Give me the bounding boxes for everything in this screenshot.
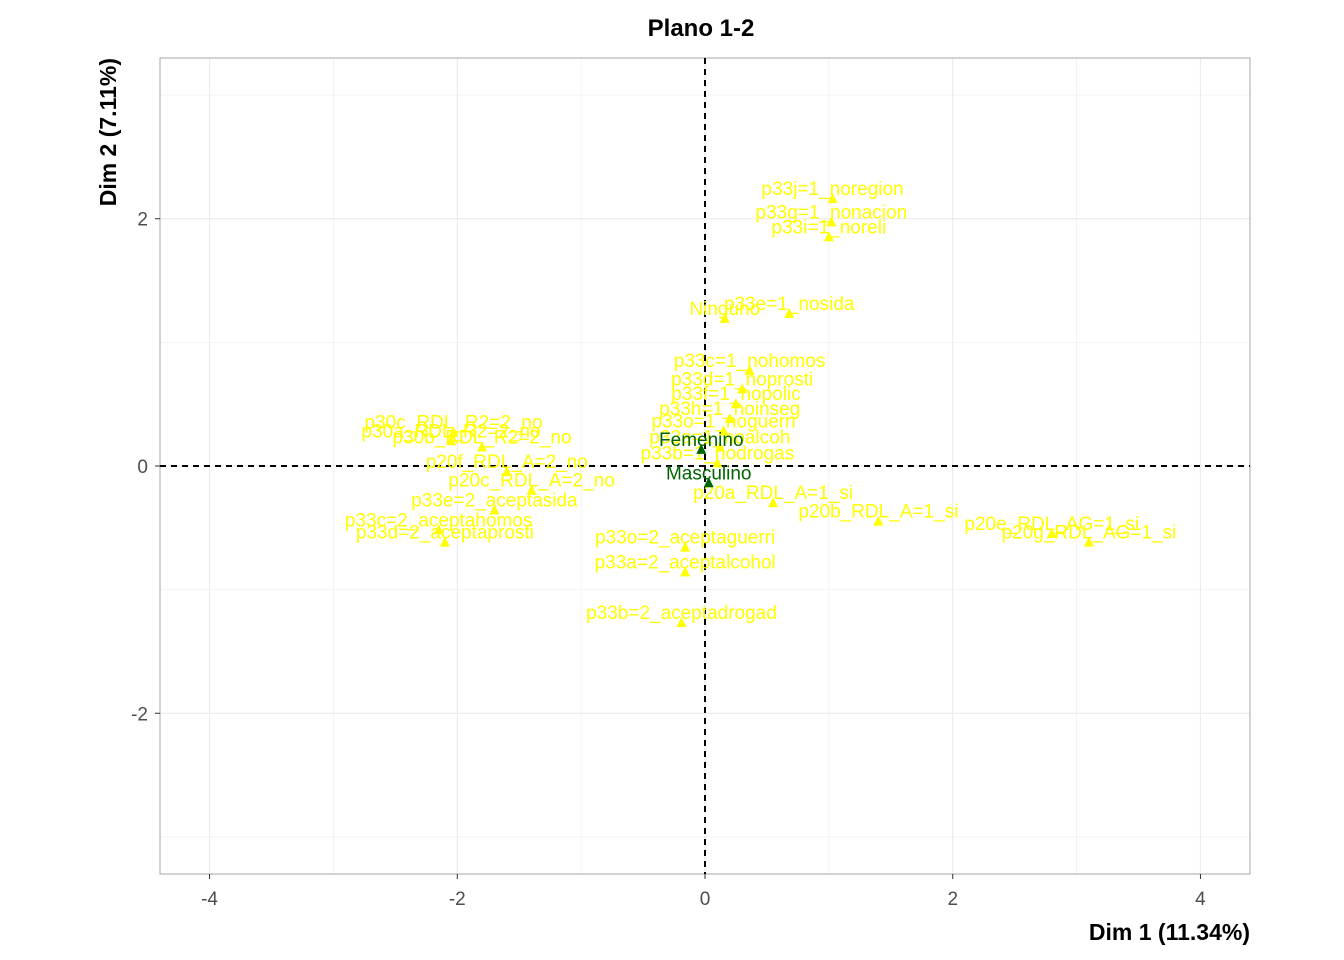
data-point-marker	[714, 441, 725, 452]
data-point-label: p33a=2_aceptalcohol	[595, 552, 776, 573]
data-point-marker	[446, 435, 457, 446]
data-point-label: p33o=2_aceptaguerri	[595, 528, 775, 549]
data-point-label: p33a=1_noalcoh	[649, 427, 790, 448]
reference-lines	[160, 58, 1250, 874]
x-tick-label: 4	[1195, 889, 1206, 910]
data-point-marker	[827, 192, 838, 203]
x-tick-label: 2	[947, 889, 958, 910]
data-point-marker	[724, 413, 735, 424]
data-point-label: p33g=1_nonacion	[756, 202, 908, 223]
y-axis-title: Dim 2 (7.11%)	[95, 58, 121, 206]
data-point-marker	[676, 617, 687, 628]
data-point-label: p33f=1_nopolic	[671, 384, 800, 405]
data-point-marker	[873, 515, 884, 526]
data-point-marker	[744, 364, 755, 375]
data-point-label: p30a_RDL_R2=2_no	[362, 421, 541, 442]
data-point-marker	[1083, 536, 1094, 547]
data-point-label: Ninguno	[689, 299, 760, 320]
data-point-marker	[712, 457, 723, 468]
x-tick-label: -2	[449, 889, 466, 910]
y-tick-label: 0	[137, 457, 148, 478]
y-tick-label: -2	[131, 704, 148, 725]
axis-ticks: -4 -2 0 2 4 -2 0 2	[131, 210, 1206, 910]
data-point-label: Masculino	[666, 463, 752, 484]
data-point-marker	[719, 312, 730, 323]
data-point-label: p33b=2_aceptadrogad	[586, 603, 777, 624]
data-point-marker	[439, 536, 450, 547]
data-point-marker	[703, 477, 714, 488]
data-point-label: p20b_RDL_A=1_si	[798, 502, 958, 523]
data-point-marker	[768, 497, 779, 508]
data-point-marker	[784, 307, 795, 318]
x-axis-title: Dim 1 (11.34%)	[1089, 919, 1250, 945]
chart-title: Plano 1-2	[648, 15, 755, 42]
data-point-label: p20f_RDL_A=2_no	[426, 452, 588, 473]
data-point-label: p33c=1_nohomos	[674, 351, 826, 372]
y-tick-label: 2	[137, 210, 148, 231]
data-point-marker	[823, 231, 834, 242]
data-point-label: p33b=1_nodrogas	[641, 444, 795, 465]
data-point-marker	[489, 504, 500, 515]
data-point-label: p20e_RDL_AG=1_si	[964, 514, 1139, 535]
data-point-marker	[501, 466, 512, 477]
data-point-marker	[826, 216, 837, 227]
data-point-label: p33h=1_noinseg	[659, 399, 800, 420]
data-point-marker	[718, 425, 729, 436]
x-tick-label: 0	[700, 889, 711, 910]
data-point-marker	[448, 426, 459, 437]
data-point-label: p30c_RDL_R2=2_no	[365, 413, 543, 434]
data-point-marker	[680, 541, 691, 552]
data-points: p33j=1_noregionp33g=1_nonacionp33i=1_nor…	[345, 179, 1177, 628]
data-point-label: p33j=1_noregion	[762, 179, 904, 200]
data-point-label: Femenino	[659, 430, 744, 451]
data-point-label: p30b_RDL_R2=2_no	[393, 427, 572, 448]
data-point-marker	[433, 524, 444, 535]
data-point-marker	[477, 441, 488, 452]
data-point-marker	[526, 484, 537, 495]
data-point-marker	[696, 443, 707, 454]
data-point-label: p33c=2_aceptahomos	[345, 510, 533, 531]
data-point-label: p33d=2_aceptaprosti	[356, 523, 534, 544]
data-point-marker	[730, 398, 741, 409]
data-point-label: p20c_RDL_A=2_no	[448, 471, 614, 492]
data-point-label: p33e=1_nosida	[724, 294, 855, 315]
data-point-label: p33d=1_noprosti	[671, 369, 813, 390]
data-point-marker	[1046, 528, 1057, 538]
data-point-label: p33i=1_noreli	[772, 217, 887, 238]
data-point-label: p33e=2_aceptasida	[411, 491, 578, 512]
data-point-marker	[737, 383, 748, 394]
data-point-marker	[680, 566, 691, 577]
x-tick-label: -4	[201, 889, 218, 910]
data-point-label: p20a_RDL_A=1_si	[693, 483, 853, 504]
data-point-label: p20g_RDL_AG=1_si	[1002, 523, 1177, 544]
data-point-label: p33o=1_noguerri	[651, 411, 795, 432]
